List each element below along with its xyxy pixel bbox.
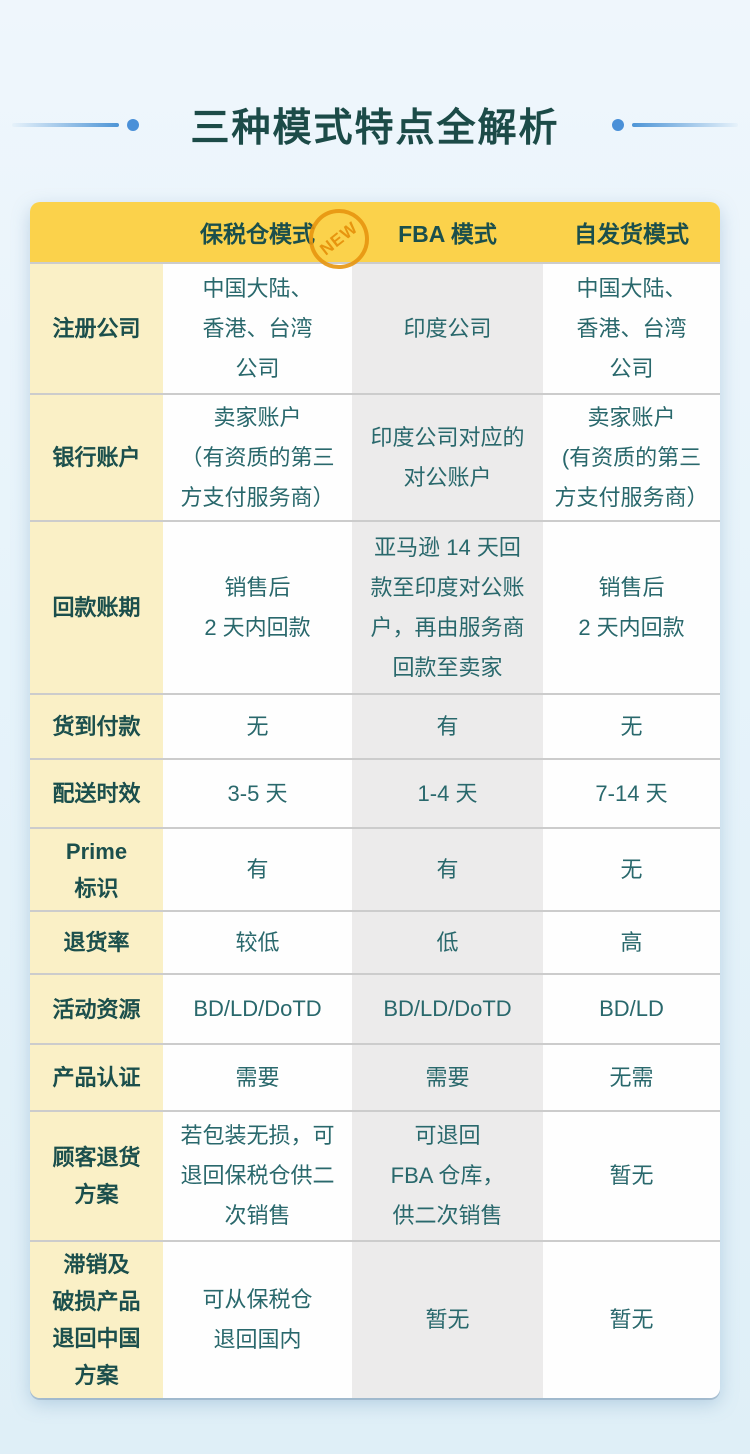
row-label: 退货率 <box>30 912 163 973</box>
row-label: 顾客退货 方案 <box>30 1112 163 1240</box>
cell: 无需 <box>543 1045 720 1110</box>
row-label: 活动资源 <box>30 975 163 1043</box>
table-header-row: 保税仓模式 FBA 模式 自发货模式 NEW <box>30 202 720 272</box>
cell: 高 <box>543 912 720 973</box>
cell: 有 <box>163 829 352 910</box>
cell: BD/LD/DoTD <box>163 975 352 1043</box>
table-row: 退货率 较低 低 高 <box>30 910 720 973</box>
cell: 无 <box>543 695 720 758</box>
cell: 可退回 FBA 仓库， 供二次销售 <box>352 1112 543 1240</box>
row-label: 滞销及 破损产品 退回中国 方案 <box>30 1242 163 1398</box>
cell: 暂无 <box>543 1242 720 1398</box>
cell: 中国大陆、 香港、台湾 公司 <box>163 264 352 393</box>
cell: 有 <box>352 829 543 910</box>
row-label: 产品认证 <box>30 1045 163 1110</box>
row-label: 货到付款 <box>30 695 163 758</box>
table-row: 滞销及 破损产品 退回中国 方案 可从保税仓 退回国内 暂无 暂无 <box>30 1240 720 1398</box>
table-row: 银行账户 卖家账户 （有资质的第三 方支付服务商） 印度公司对应的 对公账户 卖… <box>30 393 720 520</box>
table-row: 注册公司 中国大陆、 香港、台湾 公司 印度公司 中国大陆、 香港、台湾 公司 <box>30 262 720 393</box>
cell: 印度公司 <box>352 264 543 393</box>
table-row: 回款账期 销售后 2 天内回款 亚马逊 14 天回 款至印度对公账 户，再由服务… <box>30 520 720 693</box>
row-label: Prime 标识 <box>30 829 163 910</box>
cell: 销售后 2 天内回款 <box>163 522 352 693</box>
cell: BD/LD <box>543 975 720 1043</box>
cell: 销售后 2 天内回款 <box>543 522 720 693</box>
cell: 中国大陆、 香港、台湾 公司 <box>543 264 720 393</box>
cell: 有 <box>352 695 543 758</box>
title-dot-right-icon <box>611 119 624 131</box>
cell: 低 <box>352 912 543 973</box>
table-row: 配送时效 3-5 天 1-4 天 7-14 天 <box>30 758 720 827</box>
row-label: 银行账户 <box>30 395 163 520</box>
title-dot-left-icon <box>126 119 139 131</box>
title-line-left <box>12 123 119 127</box>
table-row: 产品认证 需要 需要 无需 <box>30 1043 720 1110</box>
cell: 卖家账户 (有资质的第三 方支付服务商） <box>543 395 720 520</box>
table-row: 顾客退货 方案 若包装无损，可 退回保税仓供二 次销售 可退回 FBA 仓库， … <box>30 1110 720 1240</box>
cell: 1-4 天 <box>352 760 543 827</box>
cell: 7-14 天 <box>543 760 720 827</box>
cell: 需要 <box>352 1045 543 1110</box>
table-row: 活动资源 BD/LD/DoTD BD/LD/DoTD BD/LD <box>30 973 720 1043</box>
title-line-right <box>631 123 739 127</box>
table-row: 货到付款 无 有 无 <box>30 693 720 758</box>
header-empty-cell <box>30 202 163 262</box>
cell: 可从保税仓 退回国内 <box>163 1242 352 1398</box>
title-band: 三种模式特点全解析 <box>0 98 750 152</box>
cell: 暂无 <box>543 1112 720 1240</box>
cell: 若包装无损，可 退回保税仓供二 次销售 <box>163 1112 352 1240</box>
header-col-fba: FBA 模式 <box>352 202 543 262</box>
cell: 需要 <box>163 1045 352 1110</box>
cell: 亚马逊 14 天回 款至印度对公账 户，再由服务商 回款至卖家 <box>352 522 543 693</box>
table-row: Prime 标识 有 有 无 <box>30 827 720 910</box>
page-title: 三种模式特点全解析 <box>190 107 560 150</box>
row-label: 配送时效 <box>30 760 163 827</box>
comparison-table: 保税仓模式 FBA 模式 自发货模式 NEW 注册公司 中国大陆、 香港、台湾 … <box>30 202 720 1398</box>
cell: 印度公司对应的 对公账户 <box>352 395 543 520</box>
cell: BD/LD/DoTD <box>352 975 543 1043</box>
cell: 无 <box>163 695 352 758</box>
row-label: 注册公司 <box>30 264 163 393</box>
new-stamp-label: NEW <box>316 217 362 260</box>
cell: 较低 <box>163 912 352 973</box>
cell: 卖家账户 （有资质的第三 方支付服务商） <box>163 395 352 520</box>
cell: 无 <box>543 829 720 910</box>
header-col-bonded-warehouse: 保税仓模式 <box>163 202 352 262</box>
row-label: 回款账期 <box>30 522 163 693</box>
cell: 3-5 天 <box>163 760 352 827</box>
cell: 暂无 <box>352 1242 543 1398</box>
header-col-self-fulfillment: 自发货模式 <box>543 202 720 262</box>
